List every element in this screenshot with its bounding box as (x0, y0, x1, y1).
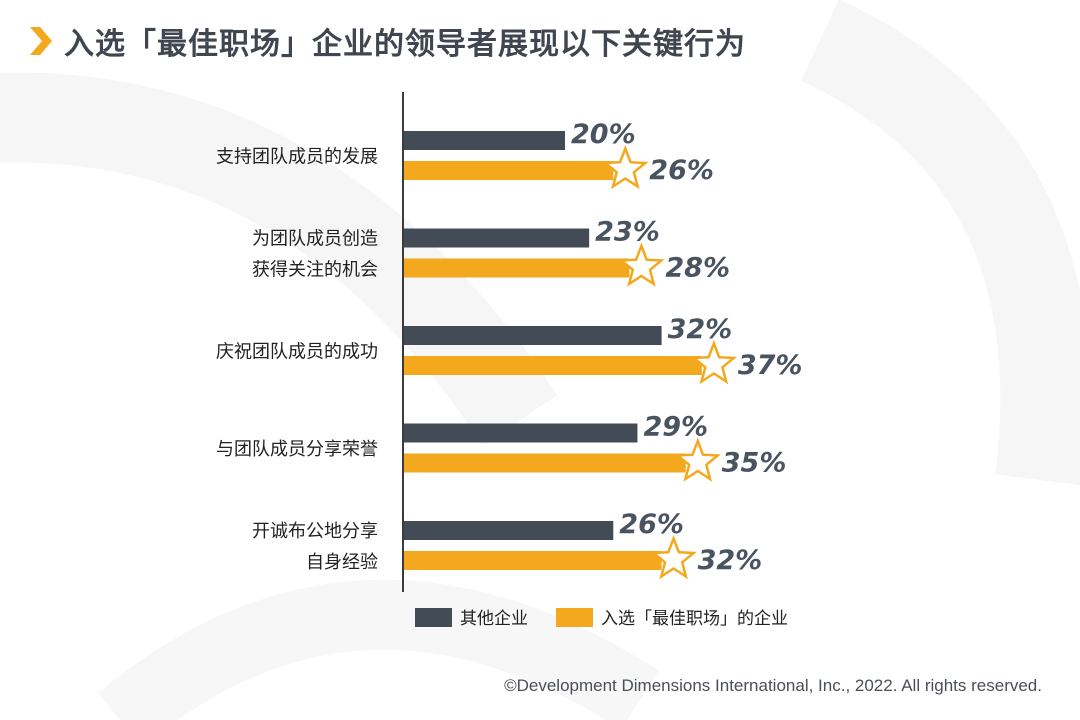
bar-best (404, 453, 686, 473)
data-label: 26% (649, 155, 714, 186)
bar-best (404, 258, 630, 278)
copyright-notice: ©Development Dimensions International, I… (504, 676, 1042, 695)
legend-swatch (556, 608, 593, 627)
legend-swatch (415, 608, 452, 627)
data-label: 37% (738, 350, 803, 381)
star-icon (618, 242, 665, 287)
category-label: 与团队成员分享荣誉 (216, 439, 378, 460)
chevron-right-icon (30, 27, 52, 55)
data-label: 32% (668, 314, 733, 345)
category-label: 支持团队成员的发展 (216, 147, 378, 168)
star-icon (690, 340, 738, 385)
category-label: 为团队成员创造获得关注的机会 (252, 229, 378, 281)
data-label: 28% (665, 253, 730, 284)
bar-other (404, 423, 638, 443)
category-label: 开诚布公地分享自身经验 (252, 521, 378, 573)
bar-best (404, 551, 662, 570)
title-row: 入选「最佳职场」企业的领导者展现以下关键行为 (26, 18, 746, 64)
bar-best (404, 356, 702, 375)
star-icon (674, 437, 721, 482)
bar-best (404, 161, 614, 180)
page-title: 入选「最佳职场」企业的领导者展现以下关键行为 (64, 27, 746, 62)
bar-other (404, 521, 614, 540)
bar-other (404, 228, 590, 248)
star-icon (602, 145, 649, 190)
data-label: 29% (643, 412, 708, 443)
data-label: 23% (595, 217, 660, 248)
category-label: 庆祝团队成员的成功 (216, 342, 378, 363)
legend-label: 其他企业 (460, 609, 528, 629)
bar-other (404, 131, 565, 150)
bar-other (404, 326, 662, 345)
star-icon (650, 535, 697, 580)
data-label: 20% (571, 119, 636, 150)
data-label: 35% (722, 448, 787, 479)
data-label: 26% (619, 509, 684, 540)
data-label: 32% (698, 545, 763, 576)
legend-label: 入选「最佳职场」的企业 (601, 609, 788, 629)
